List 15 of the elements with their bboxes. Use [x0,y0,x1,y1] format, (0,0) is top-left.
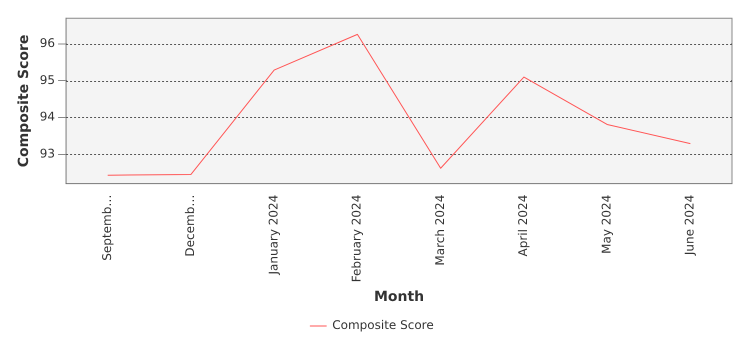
x-tick-label: February 2024 [350,194,364,282]
y-axis-title: Composite Score [16,34,32,168]
y-tick-label: 95 [40,72,56,87]
x-axis-title: Month [374,289,424,306]
x-tick-label: March 2024 [432,194,447,266]
y-tick-label: 94 [40,110,56,124]
legend-label: Composite Score [332,318,434,332]
y-tick-label: 96 [40,36,56,50]
x-tick-label: Decemb… [183,194,198,257]
x-tick-label: January 2024 [266,194,280,276]
x-tick-label: May 2024 [599,194,614,254]
x-tick-label: June 2024 [682,194,697,256]
x-tick-label: April 2024 [516,194,530,256]
y-tick-label: 93 [40,146,56,160]
x-tick-label: Septemb… [100,194,114,261]
